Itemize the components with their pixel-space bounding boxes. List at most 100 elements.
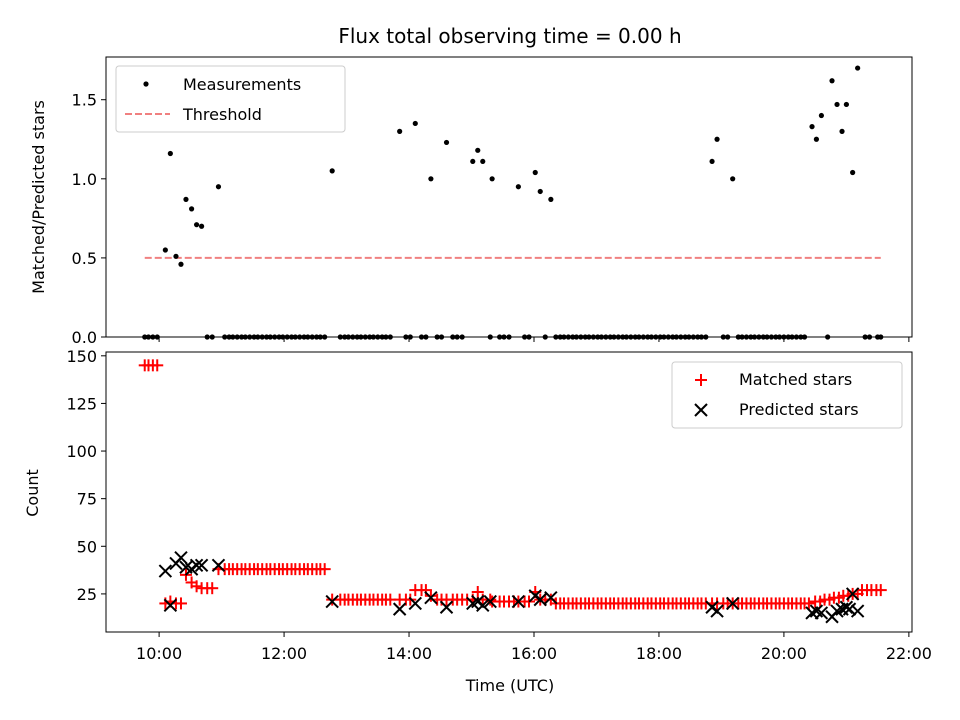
legend-predicted-marker [694, 403, 708, 417]
top-y-tick-label: 0.5 [72, 249, 97, 268]
measurement-point [397, 128, 403, 134]
matched-star-point [471, 586, 484, 598]
measurement-point [215, 184, 222, 190]
predicted-star-point [424, 591, 438, 605]
measurement-point [489, 176, 495, 182]
legend-measurements-label: Measurements [183, 75, 301, 94]
legend-matched-label: Matched stars [739, 370, 852, 389]
predicted-star-point [476, 598, 490, 613]
predicted-star-point [850, 604, 865, 618]
predicted-star-point [408, 596, 422, 611]
measurement-point [532, 169, 538, 176]
measurement-point [834, 101, 840, 108]
matched-star-point [318, 563, 331, 576]
measurement-point [329, 168, 335, 174]
predicted-star-point [158, 564, 173, 578]
top-legend: Measurements Threshold [115, 65, 346, 133]
legend-predicted-label: Predicted stars [739, 400, 859, 419]
measurement-point [412, 120, 418, 127]
top-legend-box [115, 65, 346, 133]
bottom-x-tick-label: 16:00 [511, 644, 557, 663]
matched-star-point [874, 584, 887, 597]
predicted-star-point [845, 587, 860, 601]
top-y-ticks: 0.0 0.5 1.0 1.5 [72, 91, 106, 347]
bottom-x-ticks: 10:00 12:00 14:00 16:00 18:00 20:00 22:00 [136, 632, 932, 663]
measurement-point [709, 158, 715, 165]
matched-star-point [802, 597, 815, 610]
measurement-point [183, 196, 189, 202]
bottom-x-tick-label: 20:00 [761, 644, 807, 663]
top-chart-title: Flux total observing time = 0.00 h [338, 24, 681, 48]
predicted-star-point [392, 602, 407, 616]
bottom-legend-box [671, 361, 903, 429]
predicted-star-point [439, 600, 454, 614]
predicted-star-point [163, 598, 178, 613]
matched-star-point [484, 593, 497, 606]
top-y-axis-label: Matched/Predicted stars [29, 100, 48, 294]
top-y-tick-label: 1.0 [72, 170, 97, 189]
predicted-star-point [544, 591, 558, 605]
measurement-point [839, 128, 845, 134]
measurement-point [515, 184, 521, 190]
predicted-star-point [814, 606, 829, 620]
matched-star-point [424, 589, 437, 602]
measurement-point [809, 124, 815, 130]
measurement-point [813, 136, 820, 142]
bottom-y-tick-label: 25 [77, 585, 97, 604]
bottom-y-tick-label: 125 [66, 394, 97, 413]
top-plot-frame [105, 56, 913, 338]
measurement-point [470, 158, 476, 165]
bottom-y-tick-label: 75 [77, 490, 97, 509]
legend-measurements-marker [143, 81, 149, 87]
bottom-y-axis-label: Count [23, 469, 42, 517]
top-y-tick-label: 1.5 [72, 91, 97, 110]
measurement-point [850, 169, 856, 176]
predicted-star-point [533, 592, 547, 607]
measurement-point [480, 158, 486, 165]
measurement-point [843, 101, 849, 108]
measurement-point [537, 188, 543, 195]
measurement-point [855, 65, 861, 71]
bottom-y-tick-label: 50 [77, 537, 97, 556]
matched-star-point [151, 359, 164, 372]
predicted-star-point [725, 596, 740, 611]
predicted-star-point [325, 594, 339, 609]
bottom-plot-marks [138, 359, 887, 624]
predicted-star-point [194, 558, 209, 573]
bottom-x-axis-label: Time (UTC) [465, 676, 554, 695]
bottom-x-tick-label: 22:00 [886, 644, 932, 663]
measurement-point [475, 147, 481, 153]
predicted-star-point [483, 594, 497, 609]
measurement-point [178, 261, 184, 267]
predicted-star-point [189, 558, 204, 573]
measurement-point [730, 176, 736, 182]
predicted-star-point [211, 558, 226, 573]
legend-matched-marker [695, 374, 707, 386]
measurement-point [173, 253, 179, 259]
measurement-point [548, 196, 554, 202]
measurement-point [443, 139, 450, 146]
top-y-tick-label: 0.0 [72, 328, 97, 347]
bottom-y-tick-label: 150 [66, 347, 97, 366]
predicted-star-point [174, 551, 188, 565]
bottom-plot: 25 50 75 100 125 150 10:00 12:00 14:00 16:00 18:0… [23, 347, 932, 695]
predicted-star-point [710, 604, 724, 618]
measurement-point [162, 247, 168, 253]
predicted-star-point [511, 594, 526, 609]
bottom-x-tick-label: 12:00 [261, 644, 307, 663]
bottom-plot-frame [105, 351, 913, 633]
matched-star-point [174, 597, 187, 610]
measurement-point [193, 222, 200, 228]
measurement-point [714, 136, 720, 142]
bottom-y-ticks: 25 50 75 100 125 150 [66, 347, 106, 604]
bottom-x-tick-label: 18:00 [636, 644, 682, 663]
measurement-point [188, 206, 195, 212]
bottom-x-tick-label: 14:00 [386, 644, 432, 663]
measurement-point [829, 78, 835, 84]
bottom-x-tick-label: 10:00 [136, 644, 182, 663]
measurement-point [167, 150, 173, 157]
matched-star-point [206, 582, 219, 595]
bottom-legend: Matched stars Predicted stars [671, 361, 903, 429]
measurement-point [428, 176, 434, 182]
